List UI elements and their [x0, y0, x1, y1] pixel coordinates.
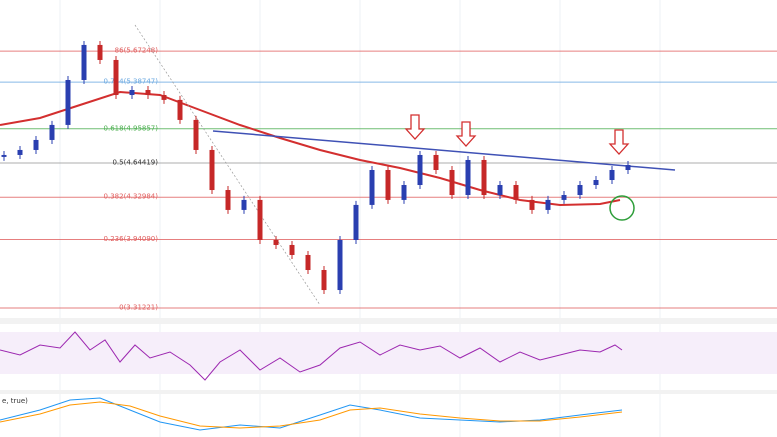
candle [1, 154, 7, 157]
trend-line [212, 130, 676, 171]
rsi-line [0, 331, 623, 381]
candle [593, 180, 599, 186]
fib-label: 0.236(3.94090) [104, 235, 159, 243]
panel-divider [0, 390, 777, 394]
candle [513, 185, 519, 200]
candle [257, 199, 263, 240]
candle [625, 164, 631, 170]
candle [145, 90, 151, 96]
candle [225, 190, 231, 210]
candle [273, 239, 279, 245]
candle [193, 119, 199, 150]
candle [321, 270, 327, 291]
indicator-label: e, true) [2, 397, 28, 405]
candle [33, 139, 39, 150]
moving-average [0, 90, 621, 207]
candle [577, 185, 583, 196]
fib-label: 0.382(4.32984) [104, 193, 159, 201]
candle [49, 124, 55, 140]
candle [529, 199, 535, 210]
fib-label: 0(3.31221) [119, 303, 158, 311]
candle [353, 204, 359, 240]
fib-label: 0.5(4.64419) [112, 159, 158, 167]
candle [481, 159, 487, 196]
fib-label: 86(5.67248) [115, 47, 159, 55]
candle [113, 59, 119, 96]
panel-divider [0, 318, 777, 324]
candle [177, 99, 183, 120]
candle [241, 199, 247, 210]
candle [465, 159, 471, 196]
candle [385, 169, 391, 200]
candle [609, 169, 615, 181]
fib-label: 0.764(5.38747) [104, 78, 159, 86]
candle [289, 244, 295, 255]
arrows [404, 114, 630, 155]
candle [401, 185, 407, 200]
candle [449, 169, 455, 196]
candle [545, 199, 551, 210]
candle [17, 149, 23, 155]
macd-line [0, 397, 623, 431]
candle [497, 185, 503, 196]
candle [561, 195, 567, 200]
candle [305, 254, 311, 271]
candle [209, 149, 215, 191]
candle [369, 169, 375, 205]
fib-trend [134, 24, 321, 306]
signal-line [0, 401, 623, 429]
candle [433, 154, 439, 170]
rsi-band [0, 332, 777, 374]
candle [129, 90, 135, 96]
highlight-circle [609, 195, 635, 221]
fib-label: 0.618(4.95857) [104, 124, 159, 132]
candle [97, 44, 103, 60]
candle [161, 95, 167, 100]
candle [417, 154, 423, 186]
candle [81, 44, 87, 80]
candle [65, 79, 71, 125]
candle [337, 239, 343, 291]
